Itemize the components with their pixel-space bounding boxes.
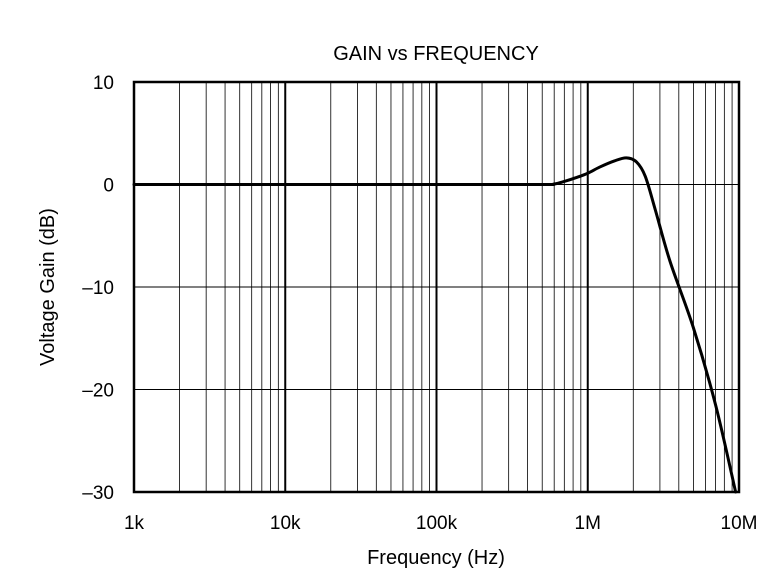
x-axis-title: Frequency (Hz) [367,547,505,569]
series-line [132,156,738,494]
y-tick-label: –10 [82,278,114,299]
x-tick-label: 100k [416,513,458,534]
y-tick-label: 0 [103,176,114,197]
series-group [132,156,738,494]
y-tick-label: –20 [82,381,114,402]
x-tick-label: 10M [721,513,758,534]
y-tick-label: –30 [82,483,114,504]
plot-frame [132,80,741,494]
chart-title: GAIN vs FREQUENCY [333,43,539,65]
x-tick-labels: 1k 10k 100k 1M 10M [124,513,758,534]
y-tick-label: 10 [93,73,114,94]
y-axis-title: Voltage Gain (dB) [37,208,59,366]
x-tick-label: 1k [124,513,145,534]
x-tick-label: 1M [575,513,601,534]
y-tick-labels: 10 0 –10 –20 –30 [82,73,114,504]
x-tick-label: 10k [270,513,301,534]
